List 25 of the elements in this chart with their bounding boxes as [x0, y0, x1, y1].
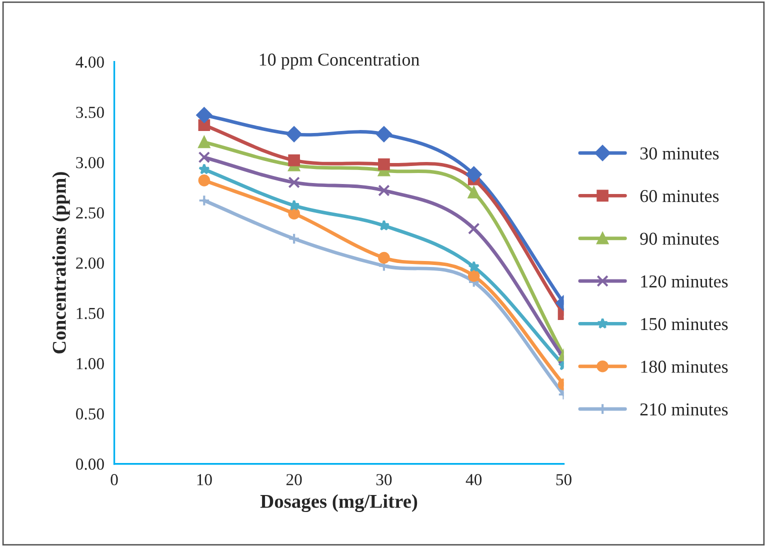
y-axis-title: Concentrations (ppm): [52, 172, 70, 354]
legend-label: 150 minutes: [641, 318, 728, 330]
x-tick-label: 50: [556, 474, 572, 486]
y-tick-label: 2.00: [76, 258, 104, 269]
x-tick-label: 10: [197, 474, 212, 486]
y-tick-label: 4.00: [76, 56, 104, 68]
chart-title: 10 ppm Concentration: [260, 54, 420, 70]
x-tick-label: 30: [376, 474, 392, 486]
y-tick-label: 3.50: [76, 106, 104, 118]
x-tick-label: 20: [286, 474, 302, 486]
legend-label: 60 minutes: [640, 190, 719, 202]
y-tick-label: 0.50: [76, 408, 104, 420]
y-tick-label: 1.00: [76, 358, 104, 370]
y-tick-label: 1.50: [76, 308, 104, 320]
y-tick-label: 0.00: [76, 458, 104, 470]
legend-label: 180 minutes: [641, 360, 728, 373]
legend-label: 90 minutes: [640, 232, 719, 245]
x-tick-label: 40: [466, 474, 482, 486]
legend-label: 120 minutes: [641, 275, 728, 288]
legend-label: 30 minutes: [640, 147, 719, 160]
y-tick-label: 2.50: [76, 207, 104, 219]
y-tick-label: 3.00: [76, 157, 104, 168]
x-tick-label: 0: [110, 474, 118, 486]
x-axis-title: Dosages (mg/Litre): [260, 494, 418, 512]
legend-label: 210 minutes: [640, 403, 728, 416]
